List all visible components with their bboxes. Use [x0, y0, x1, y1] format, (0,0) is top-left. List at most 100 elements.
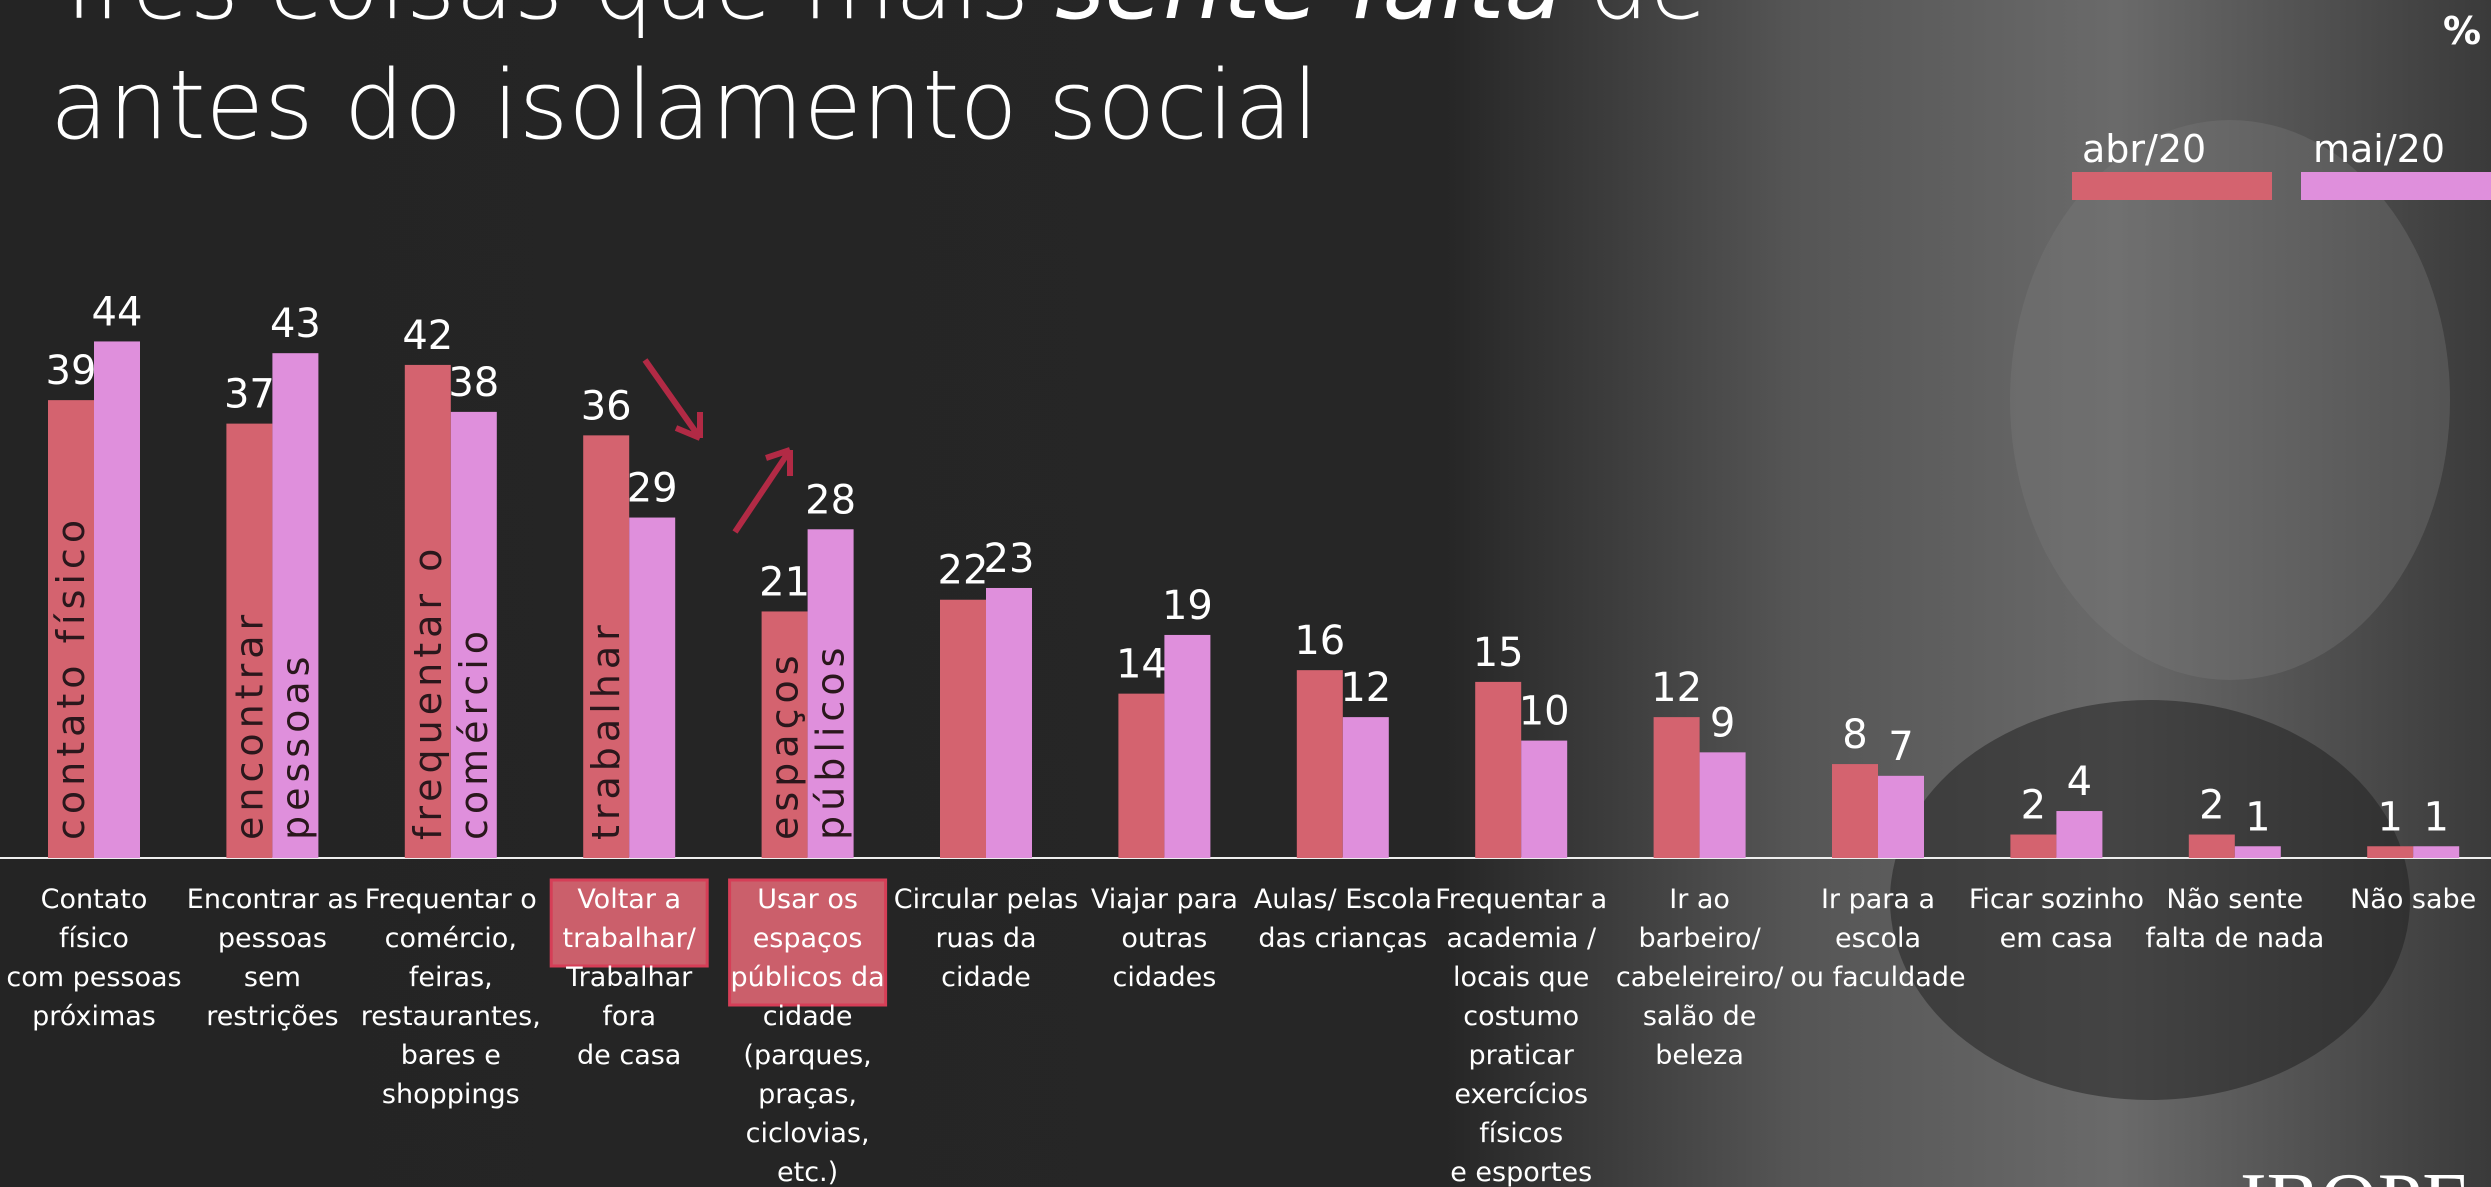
bar	[450, 411, 497, 858]
x-tick-label-line: cabeleireiro/	[1616, 962, 1784, 993]
data-label: 12	[1340, 665, 1391, 711]
x-tick-label: Ir ao barbeiro/cabeleireiro/salão de belez…	[1616, 884, 1784, 1071]
chart-title: antes do isolamento social	[50, 51, 1319, 161]
x-tick-label-line: feiras,	[409, 962, 493, 993]
logo: IBOPE	[2240, 1158, 2471, 1187]
legend-label: mai/20	[2313, 127, 2445, 171]
legend-label: abr/20	[2082, 127, 2206, 171]
data-label: 21	[759, 559, 810, 605]
bar	[2367, 846, 2414, 858]
data-label: 4	[2067, 759, 2092, 805]
x-tick-label: Voltar a trabalhar/Trabalhar fora de casa	[563, 884, 697, 1071]
x-tick-label-line: Voltar a	[577, 884, 681, 915]
x-tick-label: Contato físico com pessoas próximas	[6, 884, 181, 1032]
unit-label: %	[2443, 9, 2481, 53]
x-tick-label: Ir para a escola ou faculdade	[1790, 884, 1965, 993]
bar	[94, 341, 140, 858]
x-tick-label-line: barbeiro/	[1639, 923, 1762, 954]
data-label: 38	[448, 360, 499, 406]
bar	[1699, 752, 1746, 858]
x-tick-label: Circular pelas ruas da cidade	[894, 884, 1078, 993]
x-tick-label-line: restrições	[206, 1001, 338, 1032]
x-tick-label: Não sabe	[2350, 884, 2476, 915]
bar	[2234, 846, 2281, 858]
x-tick-label-line: Usar os	[757, 884, 858, 915]
x-tick-label-line: bares e	[401, 1040, 501, 1071]
data-label: 1	[2377, 794, 2402, 840]
bar	[2413, 846, 2460, 858]
x-tick-label-line: públicos da	[731, 962, 885, 993]
bar-inner-label: comércio	[452, 626, 496, 840]
bar	[1475, 681, 1522, 858]
bar	[226, 423, 273, 858]
data-label: 2	[2199, 783, 2224, 829]
data-label: 9	[1710, 700, 1735, 746]
data-label: 1	[2423, 794, 2448, 840]
x-tick-label-line: salão de	[1643, 1001, 1757, 1032]
category-highlight	[549, 878, 709, 968]
data-label: 28	[805, 477, 856, 523]
x-tick-label-line: pessoas	[218, 923, 327, 954]
bar-inner-label: frequentar o	[406, 544, 450, 840]
bar	[807, 529, 854, 858]
data-label: 10	[1519, 689, 1570, 735]
bar-inner-label: contato físico	[49, 515, 93, 840]
data-label: 14	[1116, 642, 1167, 688]
bar	[272, 353, 319, 858]
bar	[1521, 740, 1568, 858]
x-tick-label-line: exercícios	[1454, 1079, 1588, 1110]
x-tick-label: Não sente falta de nada	[2145, 884, 2324, 954]
x-tick-label: Ficar sozinho em casa	[1969, 884, 2144, 954]
x-tick-label-line: espaços	[753, 923, 863, 954]
arrow-up	[732, 447, 793, 534]
data-label: 36	[581, 383, 632, 429]
x-tick-label-line: trabalhar/	[563, 923, 697, 954]
bar	[1296, 670, 1343, 858]
x-tick-label-line: cidades	[1112, 962, 1216, 993]
x-tick-label-line: físico	[59, 923, 129, 954]
x-tick-label-line: Ficar sozinho	[1969, 884, 2144, 915]
x-tick-label-line: fora	[602, 1001, 656, 1032]
x-tick-label-line: restaurantes,	[361, 1001, 541, 1032]
x-tick-label-line: etc.)	[777, 1157, 838, 1187]
bar	[2188, 834, 2235, 858]
x-tick-label: Encontrar as pessoas sem restrições	[187, 884, 358, 1032]
bar	[986, 587, 1032, 858]
x-tick-label-line: próximas	[32, 1001, 156, 1032]
x-tick-label-line: Não sabe	[2350, 884, 2476, 915]
x-tick-label-line: academia /	[1446, 923, 1597, 954]
x-tick-label-line: praticar	[1469, 1040, 1575, 1071]
bar	[404, 364, 451, 858]
bar-inner-label: públicos	[809, 643, 853, 840]
x-tick-label-line: Encontrar as	[187, 884, 358, 915]
x-tick-label: Usar os espaços públicos da cidade (parques,…	[731, 884, 885, 1187]
x-tick-label-line: ciclovias,	[746, 1118, 870, 1149]
data-label: 19	[1162, 583, 1213, 629]
photo-shape	[2010, 120, 2450, 680]
data-label: 43	[270, 301, 321, 347]
data-label: 39	[46, 348, 97, 394]
data-label: 2	[2021, 783, 2046, 829]
photo-shape	[1890, 700, 2410, 1100]
data-label: 1	[2245, 794, 2270, 840]
bar-inner-label: pessoas	[273, 652, 317, 840]
data-label: 22	[938, 548, 989, 594]
x-tick-label-line: cidade	[763, 1001, 853, 1032]
data-label: 12	[1651, 665, 1702, 711]
chart-title: Três coisas que mais sente falta de	[50, 0, 1707, 41]
data-label: 15	[1473, 630, 1524, 676]
x-tick-label-line: praças,	[758, 1079, 857, 1110]
bar	[1342, 717, 1389, 858]
legend-swatch	[2072, 172, 2272, 200]
x-tick-label-line: das crianças	[1258, 923, 1427, 954]
x-tick-label-line: (parques,	[743, 1040, 871, 1071]
x-tick-label-line: e esportes	[1450, 1157, 1592, 1187]
bar	[2056, 811, 2103, 858]
x-tick-label-line: locais que	[1453, 962, 1589, 993]
data-label: 16	[1294, 618, 1345, 664]
x-tick-label-line: em casa	[2000, 923, 2114, 954]
bar	[48, 400, 94, 858]
x-tick-label-line: Circular pelas	[894, 884, 1078, 915]
category-highlight	[728, 878, 888, 1007]
